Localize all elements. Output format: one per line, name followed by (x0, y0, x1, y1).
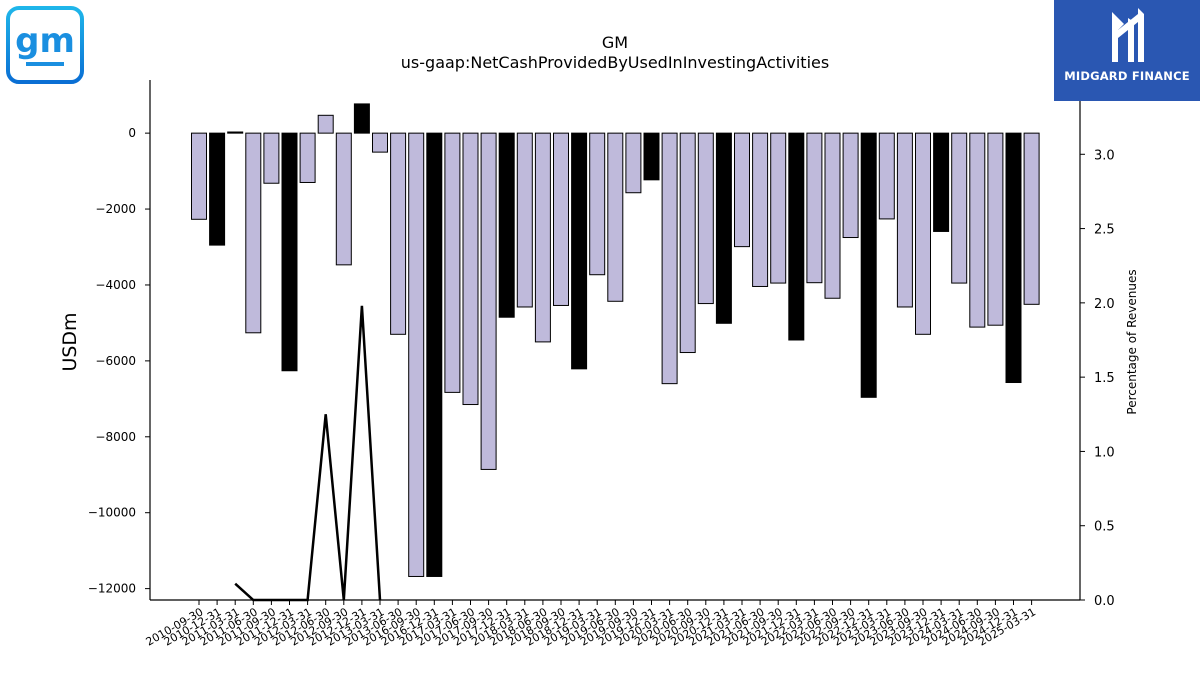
bar (245, 132, 262, 334)
bar (335, 132, 352, 266)
y-tick-label: −8000 (95, 430, 136, 444)
bar (209, 132, 226, 246)
bar (878, 132, 895, 220)
bar (915, 132, 931, 335)
bar (806, 132, 823, 284)
axes-layer: 0 −2000 −4000 −6000 −8000 −10000 −12000 0.0 0.5 1… (88, 74, 1115, 649)
y-tick-label: −6000 (95, 354, 136, 368)
bar (589, 132, 606, 276)
bar (770, 132, 787, 284)
bar (734, 132, 750, 248)
y-tick-label: −12000 (88, 582, 136, 596)
midgard-brand-text: MIDGARD FINANCE (1064, 69, 1190, 83)
y-tick-label: 0 (128, 126, 136, 140)
chart-subtitle: us-gaap:NetCashProvidedByUsedInInvesting… (401, 53, 829, 72)
bar (390, 132, 407, 335)
bar (480, 132, 497, 470)
bar (896, 132, 913, 308)
y-tick-label: −2000 (95, 202, 136, 216)
midgard-logo: MIDGARD FINANCE (1054, 0, 1200, 101)
bar (752, 132, 769, 287)
bar (788, 132, 805, 341)
y2-tick-label: 0.5 (1094, 520, 1115, 535)
bar (625, 132, 642, 194)
y2-tick-label: 1.5 (1094, 371, 1115, 386)
bar (824, 132, 841, 299)
line-layer (234, 305, 382, 602)
bar (299, 132, 316, 183)
bar (987, 132, 1004, 326)
bar (498, 132, 515, 318)
bar (1023, 132, 1040, 305)
bar (697, 132, 714, 305)
chart-title: GM (602, 33, 628, 52)
gm-logo: gm (6, 6, 84, 84)
bar (426, 132, 443, 577)
bar (643, 132, 660, 181)
y2-tick-label: 2.5 (1094, 223, 1115, 238)
bar (715, 132, 732, 324)
bar (1005, 132, 1022, 384)
bar (462, 132, 479, 406)
bar (842, 132, 859, 239)
bar (263, 132, 280, 184)
y-axis-label: USDm (59, 312, 81, 371)
y-tick-label: −4000 (95, 278, 136, 292)
bar (860, 132, 877, 398)
bar (353, 103, 370, 134)
bars-layer (191, 103, 1040, 577)
y2-tick-label: 1.0 (1094, 445, 1115, 460)
bar (227, 131, 244, 134)
bar (281, 132, 298, 372)
bar (317, 114, 334, 134)
bar (679, 132, 696, 354)
y2-tick-label: 2.0 (1094, 297, 1115, 312)
bar (516, 132, 533, 308)
percentage-line (234, 305, 382, 602)
bar (444, 132, 461, 393)
bar (969, 132, 986, 328)
bar (607, 132, 624, 302)
bar (951, 132, 968, 284)
bar (408, 132, 425, 577)
bar (372, 132, 388, 153)
y-tick-label: −10000 (88, 506, 136, 520)
bar (553, 132, 569, 306)
y2-axis-label: Percentage of Revenues (1125, 269, 1139, 414)
bar (933, 132, 950, 232)
y2-tick-label: 0.0 (1094, 594, 1115, 609)
bar (534, 132, 551, 343)
y2-tick-label: 3.0 (1094, 148, 1115, 163)
bar (661, 132, 678, 385)
gm-logo-text: gm (15, 21, 75, 61)
bar (571, 132, 588, 370)
bar (191, 132, 207, 220)
